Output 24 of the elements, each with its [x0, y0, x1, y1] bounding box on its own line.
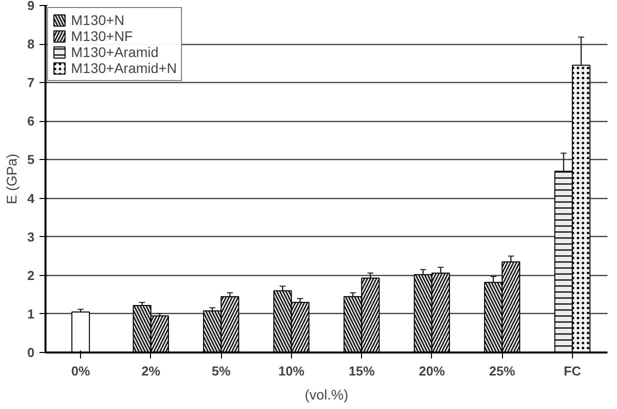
x-tick-label: 10%	[278, 364, 305, 378]
legend-label: M130+Aramid	[71, 44, 159, 60]
y-tick-label: 4	[27, 190, 36, 206]
x-tick-label: 25%	[489, 364, 516, 378]
y-axis-title: E (GPa)	[3, 154, 20, 204]
x-tick-label: 15%	[348, 364, 376, 378]
y-tick-label: 6	[27, 114, 35, 129]
x-tick-label: FC	[564, 364, 582, 378]
legend-label: M130+N	[71, 12, 124, 28]
y-tick-label: 1	[27, 306, 35, 322]
y-tick-label: 2	[27, 268, 35, 283]
y-tick-label: 0	[27, 345, 35, 360]
y-tick-label: 7	[27, 75, 35, 90]
x-tick-label: 2%	[141, 364, 161, 378]
x-tick-label: 20%	[418, 364, 446, 378]
legend-label: M130+Aramid+N	[71, 60, 177, 76]
y-tick-label: 3	[27, 229, 35, 244]
x-tick-label: 0%	[71, 364, 90, 378]
legend-label: M130+NF	[71, 28, 133, 44]
x-tick-label: 5%	[212, 364, 231, 378]
x-axis-title: (vol.%)	[304, 386, 348, 402]
y-tick-label: 8	[27, 36, 35, 52]
y-tick-label: 9	[27, 0, 35, 13]
y-tick-label: 5	[27, 152, 35, 168]
